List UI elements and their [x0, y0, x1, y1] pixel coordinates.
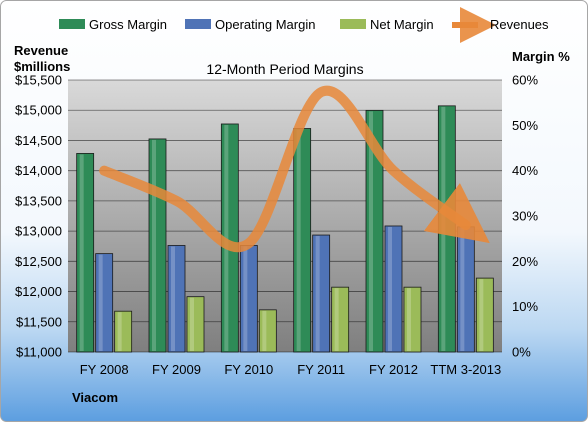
- y-right-tick-label: 30%: [512, 209, 538, 224]
- y-left-tick-label: $13,000: [15, 224, 62, 239]
- x-tick-label: FY 2012: [369, 362, 418, 377]
- legend-label-net-margin: Net Margin: [370, 17, 434, 32]
- y-left-tick-label: $11,500: [16, 314, 62, 329]
- x-tick-labels: FY 2008 FY 2009 FY 2010 FY 2011 FY 2012 TTM 3…: [80, 362, 502, 377]
- legend: Gross Margin Operating Margin Net Margin…: [59, 7, 549, 43]
- bar-operating-margin: [239, 245, 258, 353]
- legend-swatch-gross-margin: [59, 19, 85, 29]
- x-tick-label: FY 2009: [152, 362, 201, 377]
- bar-gross-margin: [437, 105, 456, 353]
- bar-highlight: [117, 312, 122, 351]
- y-left-tick-label: $14,000: [15, 163, 62, 178]
- bar-highlight: [262, 310, 267, 351]
- legend-swatch-operating-margin: [185, 19, 211, 29]
- bar-highlight: [171, 246, 175, 351]
- bar-highlight: [460, 227, 465, 351]
- y-left-tick-label: $13,500: [15, 193, 62, 208]
- y-left-tick-label: $15,000: [15, 103, 62, 118]
- legend-label-revenues: Revenues: [490, 17, 549, 32]
- bar-highlight: [79, 154, 84, 351]
- legend-swatch-net-margin: [340, 19, 366, 29]
- bar-highlight: [441, 106, 446, 351]
- bar-net-margin: [475, 277, 494, 353]
- bar-gross-margin: [293, 128, 312, 353]
- x-tick-label: FY 2011: [297, 362, 345, 377]
- y-left-tick-label: $11,000: [16, 345, 62, 360]
- bar-highlight: [369, 111, 373, 351]
- y-right-tick-label: 40%: [512, 163, 538, 178]
- bar-net-margin: [258, 309, 277, 353]
- y-right-tick-label: 0%: [512, 345, 531, 360]
- bar-operating-margin: [95, 253, 114, 353]
- revenue-line: [99, 85, 490, 253]
- x-tick-label: TTM 3-2013: [430, 362, 501, 377]
- bar-net-margin: [114, 310, 133, 353]
- y-left-tick-labels: $11,000 $11,500 $12,000 $12,500 $13,000 $13,5…: [15, 73, 62, 360]
- y-right-tick-label: 50%: [512, 118, 538, 133]
- bar-gross-margin: [148, 138, 167, 353]
- y-right-label: Margin %: [512, 49, 570, 64]
- bar-operating-margin: [167, 245, 186, 353]
- bar-highlight: [296, 129, 301, 351]
- bar-highlight: [315, 236, 320, 351]
- bar-operating-margin: [312, 234, 331, 353]
- bar-net-margin: [331, 286, 350, 353]
- bar-highlight: [152, 139, 156, 351]
- chart-title: 12-Month Period Margins: [206, 61, 363, 77]
- bar-gross-margin: [76, 153, 95, 353]
- y-left-tick-label: $14,500: [15, 133, 62, 148]
- bar-highlight: [407, 288, 411, 351]
- bar-operating-margin: [384, 225, 403, 353]
- bar-highlight: [243, 246, 248, 351]
- x-tick-label: FY 2010: [224, 362, 273, 377]
- x-tick-label: FY 2008: [80, 362, 129, 377]
- bar-net-margin: [403, 286, 422, 353]
- y-left-tick-label: $12,000: [15, 284, 62, 299]
- y-right-tick-label: 10%: [512, 299, 538, 314]
- y-left-tick-label: $15,500: [15, 73, 62, 88]
- bar-highlight: [98, 254, 103, 351]
- grid-lines: [68, 79, 502, 353]
- bar-highlight: [388, 226, 392, 351]
- bar-gross-margin: [365, 109, 384, 353]
- bar-net-margin: [186, 296, 205, 353]
- bar-highlight: [190, 297, 194, 351]
- y-left-label-line1: Revenue: [14, 43, 68, 58]
- bar-operating-margin: [456, 226, 475, 353]
- company-label: Viacom: [72, 390, 118, 405]
- revenue-line-layer: [99, 85, 490, 253]
- y-right-tick-label: 20%: [512, 254, 538, 269]
- legend-label-gross-margin: Gross Margin: [89, 17, 167, 32]
- bar-highlight: [479, 279, 484, 351]
- plot-area: [68, 80, 502, 352]
- bars: [76, 105, 494, 353]
- y-right-tick-labels: 0% 10% 20% 30% 40% 50% 60%: [512, 73, 538, 360]
- legend-label-operating-margin: Operating Margin: [215, 17, 315, 32]
- y-left-label-line2: $millions: [14, 59, 70, 74]
- y-right-tick-label: 60%: [512, 73, 538, 88]
- bar-highlight: [224, 124, 229, 352]
- y-left-tick-label: $12,500: [15, 254, 62, 269]
- bar-highlight: [334, 288, 339, 351]
